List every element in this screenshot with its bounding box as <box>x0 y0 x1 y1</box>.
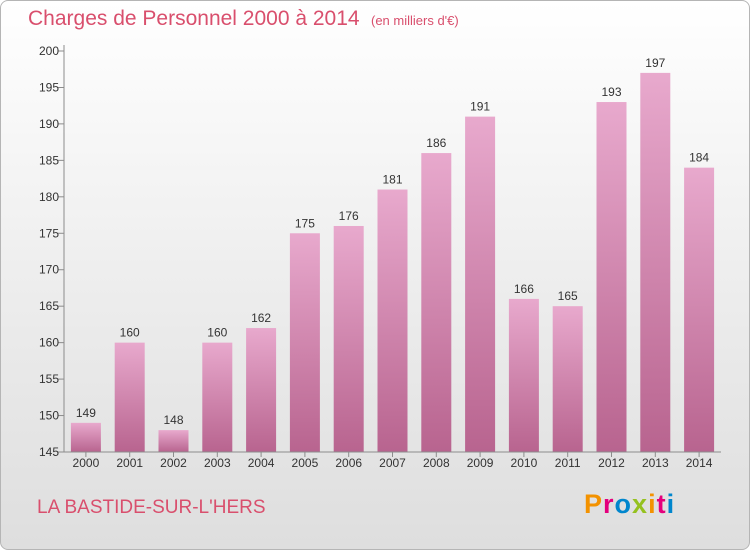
y-tick-label: 185 <box>39 153 59 167</box>
x-tick-label: 2000 <box>73 456 100 470</box>
y-tick-label: 200 <box>39 44 59 58</box>
bar-value-label: 162 <box>251 311 271 325</box>
chart-unit: (en milliers d'€) <box>371 13 459 28</box>
bar-value-label: 176 <box>339 209 359 223</box>
bar-value-label: 166 <box>514 282 534 296</box>
bar-value-label: 181 <box>382 173 402 187</box>
bar-value-label: 197 <box>645 56 665 70</box>
x-tick-label: 2009 <box>467 456 494 470</box>
x-tick-label: 2011 <box>555 456 581 470</box>
bar <box>289 233 320 452</box>
bar-value-label: 193 <box>601 85 621 99</box>
bar-value-label: 165 <box>558 289 578 303</box>
y-tick-label: 165 <box>39 299 59 313</box>
x-tick-label: 2006 <box>335 456 362 470</box>
commune-name: LA BASTIDE-SUR-L'HERS <box>37 497 266 518</box>
bar-value-label: 149 <box>76 406 96 420</box>
bar <box>552 306 583 452</box>
x-tick-label: 2003 <box>204 456 231 470</box>
bars-group: 149 160 148 160 162 175 176 181 186 191 166 165 193 1… <box>70 56 715 453</box>
proxiti-logo[interactable]: Proxiti <box>584 489 676 519</box>
bar-value-label: 160 <box>207 326 227 340</box>
bar-value-label: 148 <box>163 413 183 427</box>
x-tick-label: 2002 <box>160 456 187 470</box>
y-tick-label: 155 <box>39 372 59 386</box>
bar <box>246 328 277 452</box>
x-tick-label: 2001 <box>116 456 143 470</box>
x-tick-label: 2005 <box>292 456 319 470</box>
x-tick-label: 2007 <box>379 456 406 470</box>
bar <box>158 430 189 452</box>
bar <box>70 422 101 452</box>
y-tick-label: 190 <box>39 117 59 131</box>
chart-title: Charges de Personnel 2000 à 2014 <box>28 7 360 30</box>
axes-group: 145 150 155 160 165 170 175 180 185 190 195 200 2000… <box>39 44 721 470</box>
x-tick-label: 2004 <box>248 456 275 470</box>
y-tick-label: 150 <box>39 409 59 423</box>
x-tick-label: 2013 <box>642 456 669 470</box>
y-tick-label: 160 <box>39 336 59 350</box>
bar-value-label: 186 <box>426 136 446 150</box>
bar <box>333 225 364 452</box>
bar <box>377 189 408 452</box>
bar <box>596 102 627 452</box>
y-tick-label: 175 <box>39 226 59 240</box>
y-tick-label: 180 <box>39 190 59 204</box>
x-tick-label: 2014 <box>686 456 713 470</box>
bar <box>202 342 233 452</box>
bar-value-label: 160 <box>120 326 140 340</box>
bar <box>114 342 145 452</box>
bar-value-label: 191 <box>470 100 490 114</box>
bar-value-label: 184 <box>689 151 709 165</box>
x-tick-label: 2008 <box>423 456 450 470</box>
bar-value-label: 175 <box>295 216 315 230</box>
y-tick-label: 170 <box>39 263 59 277</box>
bar <box>465 116 496 453</box>
y-tick-label: 195 <box>39 80 59 94</box>
bar <box>684 167 715 452</box>
bar <box>421 153 452 452</box>
bar <box>640 72 671 452</box>
x-tick-label: 2012 <box>598 456 625 470</box>
x-tick-label: 2010 <box>511 456 538 470</box>
y-tick-label: 145 <box>39 445 59 459</box>
bar <box>508 298 539 452</box>
